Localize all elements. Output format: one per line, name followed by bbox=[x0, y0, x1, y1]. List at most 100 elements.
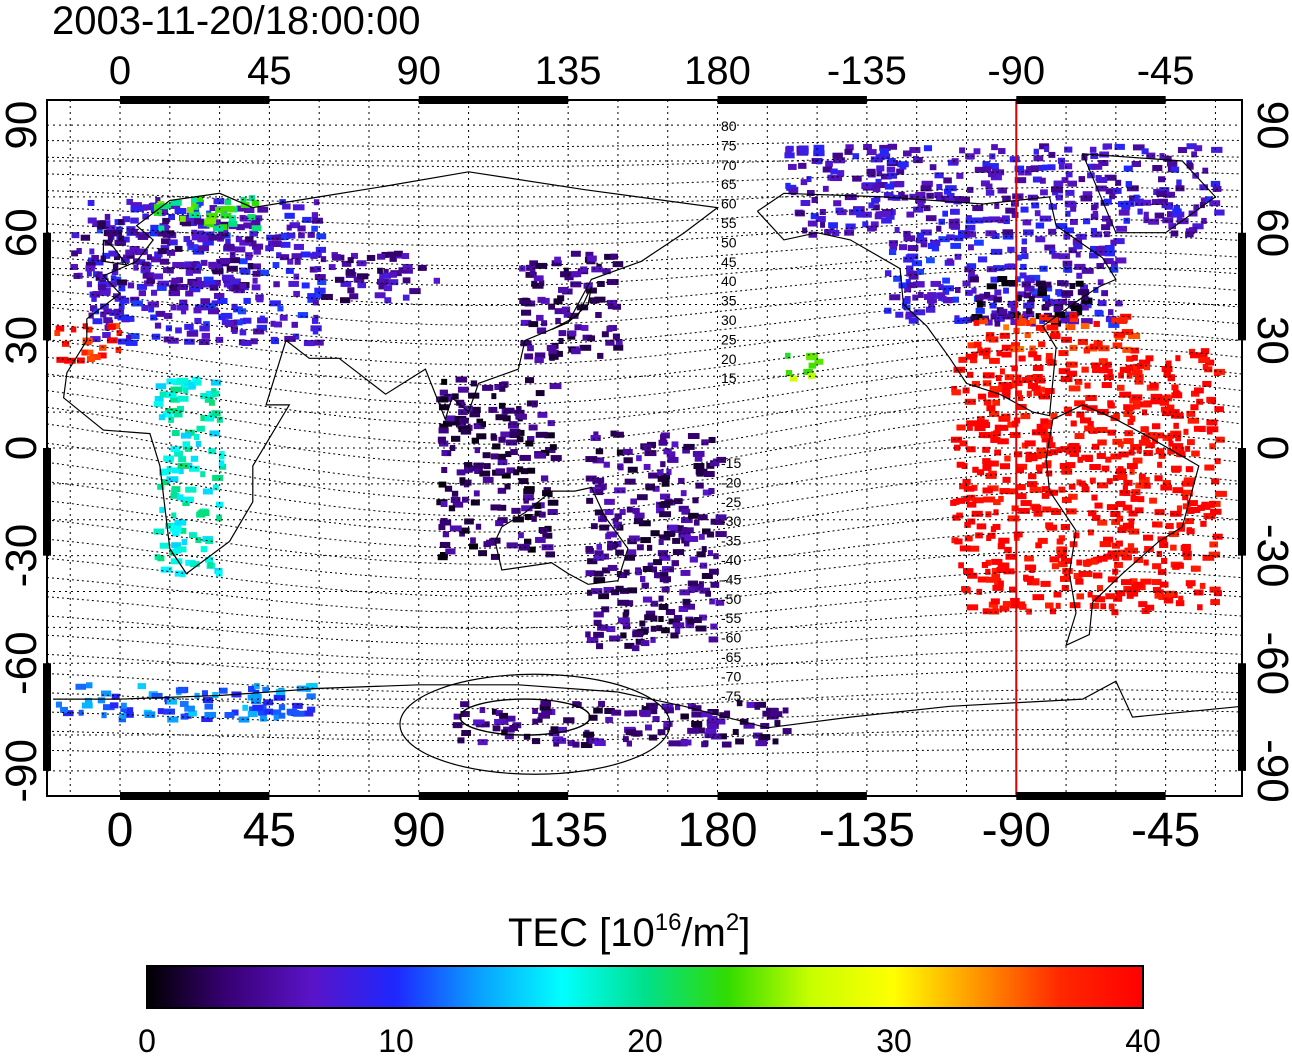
tec-cell bbox=[536, 314, 544, 321]
tec-cell bbox=[1051, 252, 1060, 259]
tec-cell bbox=[188, 532, 197, 539]
tec-cell bbox=[157, 280, 170, 287]
tec-cell bbox=[989, 357, 1000, 364]
tec-cell bbox=[1188, 348, 1196, 355]
tec-cell bbox=[1103, 231, 1110, 238]
tec-cell bbox=[1186, 439, 1195, 446]
tec-cell bbox=[87, 349, 94, 356]
tec-cell bbox=[966, 494, 976, 501]
tec-cell bbox=[1190, 390, 1200, 397]
tec-cell bbox=[652, 715, 660, 722]
tec-cell bbox=[1177, 525, 1185, 532]
tec-cell bbox=[1117, 549, 1128, 556]
right-tick-bar bbox=[1238, 663, 1246, 771]
tec-cell bbox=[934, 192, 943, 199]
tec-cell bbox=[1096, 482, 1109, 489]
tec-cell bbox=[209, 205, 218, 212]
tec-cell bbox=[991, 144, 998, 151]
tec-cell bbox=[200, 281, 213, 288]
tec-cell bbox=[129, 315, 135, 322]
tec-cell bbox=[1058, 350, 1069, 357]
tec-cell bbox=[1034, 210, 1041, 217]
tec-cell bbox=[118, 219, 124, 226]
tec-cell bbox=[1044, 146, 1050, 153]
tec-cell bbox=[315, 246, 327, 253]
tec-cell bbox=[218, 687, 228, 694]
bottom-tick-bar bbox=[1016, 792, 1166, 800]
tec-cell bbox=[971, 217, 984, 224]
tec-cell bbox=[631, 645, 640, 652]
tec-cell bbox=[150, 224, 160, 231]
tec-cell bbox=[307, 296, 318, 303]
tec-cell bbox=[965, 353, 976, 360]
contour-label: -15 bbox=[721, 455, 741, 471]
tec-cell bbox=[1129, 415, 1136, 422]
tec-cell bbox=[1023, 229, 1034, 236]
tec-cell bbox=[159, 203, 171, 210]
tec-cell bbox=[955, 287, 961, 294]
tec-cell bbox=[115, 226, 123, 233]
tec-cell bbox=[1183, 477, 1196, 484]
tec-cell bbox=[459, 479, 472, 486]
tec-cell bbox=[659, 434, 667, 441]
tec-cell bbox=[958, 562, 964, 569]
tec-cell bbox=[377, 267, 383, 274]
tec-cell bbox=[90, 354, 101, 361]
tec-cell bbox=[1064, 266, 1073, 273]
tec-cell bbox=[657, 469, 664, 476]
tec-cell bbox=[811, 196, 818, 203]
tec-cell bbox=[1123, 217, 1130, 224]
tec-cell bbox=[964, 521, 971, 528]
tec-cell bbox=[707, 722, 719, 729]
tec-cell bbox=[1185, 231, 1194, 238]
tec-cell bbox=[643, 463, 651, 470]
tec-cell bbox=[1028, 295, 1035, 302]
tec-cell bbox=[128, 228, 138, 235]
tec-cell bbox=[312, 328, 319, 335]
tec-cell bbox=[986, 576, 997, 583]
tec-cell bbox=[521, 299, 532, 306]
tec-cell bbox=[1202, 554, 1215, 561]
tec-cell bbox=[97, 697, 106, 704]
tec-cell bbox=[302, 216, 312, 223]
tec-cell bbox=[593, 611, 604, 618]
tec-cell bbox=[172, 430, 180, 437]
contour-line bbox=[47, 363, 1242, 425]
tec-cell bbox=[452, 722, 463, 729]
tec-cell bbox=[861, 183, 871, 190]
tec-cell bbox=[657, 729, 666, 736]
tec-cell bbox=[1037, 537, 1048, 544]
tec-cell bbox=[1044, 244, 1056, 251]
tec-cell bbox=[60, 706, 68, 713]
tec-cell bbox=[587, 255, 597, 262]
tec-cell bbox=[1003, 324, 1010, 331]
tec-cell bbox=[1091, 204, 1098, 211]
tec-cell bbox=[1002, 233, 1014, 240]
tec-cell bbox=[1190, 352, 1202, 359]
tec-cell bbox=[1068, 493, 1078, 500]
tec-cell bbox=[1200, 520, 1207, 527]
tec-cell bbox=[579, 344, 592, 351]
tec-cell bbox=[279, 254, 290, 261]
tec-cell bbox=[190, 455, 199, 462]
contour-line bbox=[47, 689, 1242, 710]
tec-cell bbox=[200, 298, 211, 305]
tec-cell bbox=[1155, 448, 1165, 455]
tec-cell bbox=[130, 217, 139, 224]
tec-cell bbox=[1112, 568, 1119, 575]
tec-cell bbox=[1024, 169, 1032, 176]
tec-cell bbox=[1076, 593, 1084, 600]
tec-cell bbox=[159, 391, 167, 398]
tec-cell bbox=[944, 197, 955, 204]
tec-cell bbox=[550, 455, 562, 462]
tec-cell bbox=[438, 481, 447, 488]
tec-cell bbox=[705, 590, 712, 597]
tec-cell bbox=[1156, 550, 1163, 557]
tec-cell bbox=[1157, 461, 1163, 468]
tec-cell bbox=[1119, 391, 1132, 398]
tec-cell bbox=[1113, 595, 1123, 602]
tec-cell bbox=[943, 177, 952, 184]
tec-cell bbox=[1143, 450, 1153, 457]
tec-cell bbox=[971, 381, 980, 388]
tec-cell bbox=[607, 325, 614, 332]
